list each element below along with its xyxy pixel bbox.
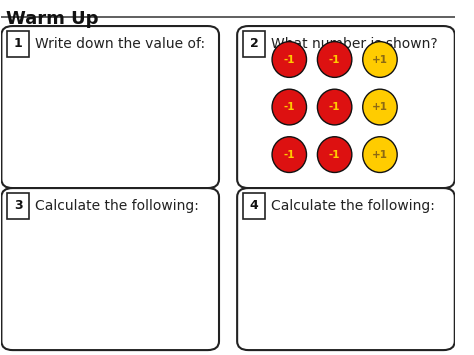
Text: -1: -1 xyxy=(329,55,340,65)
Ellipse shape xyxy=(363,42,397,77)
Ellipse shape xyxy=(272,137,307,173)
Text: -1: -1 xyxy=(329,102,340,112)
FancyBboxPatch shape xyxy=(1,26,219,188)
Text: Calculate the following:: Calculate the following: xyxy=(271,200,435,213)
Text: 3: 3 xyxy=(14,199,23,212)
Text: +1: +1 xyxy=(372,102,388,112)
Text: Calculate the following:: Calculate the following: xyxy=(36,200,199,213)
Ellipse shape xyxy=(272,89,307,125)
Text: What number is shown?: What number is shown? xyxy=(271,37,438,51)
Text: -1: -1 xyxy=(283,55,295,65)
Text: 4: 4 xyxy=(250,199,258,212)
Ellipse shape xyxy=(318,89,352,125)
Ellipse shape xyxy=(363,89,397,125)
FancyBboxPatch shape xyxy=(237,188,455,350)
Ellipse shape xyxy=(272,42,307,77)
Ellipse shape xyxy=(363,137,397,173)
FancyBboxPatch shape xyxy=(243,193,265,219)
Text: 1: 1 xyxy=(14,37,23,50)
Text: -1: -1 xyxy=(329,149,340,160)
FancyBboxPatch shape xyxy=(7,31,29,58)
Ellipse shape xyxy=(318,42,352,77)
Text: Warm Up: Warm Up xyxy=(6,10,99,28)
Text: -1: -1 xyxy=(283,149,295,160)
Text: -1: -1 xyxy=(283,102,295,112)
FancyBboxPatch shape xyxy=(243,31,265,58)
Ellipse shape xyxy=(318,137,352,173)
FancyBboxPatch shape xyxy=(7,193,29,219)
Text: Write down the value of:: Write down the value of: xyxy=(36,37,206,51)
Text: 2: 2 xyxy=(250,37,258,50)
FancyBboxPatch shape xyxy=(237,26,455,188)
Text: +1: +1 xyxy=(372,55,388,65)
FancyBboxPatch shape xyxy=(1,188,219,350)
Text: +1: +1 xyxy=(372,149,388,160)
